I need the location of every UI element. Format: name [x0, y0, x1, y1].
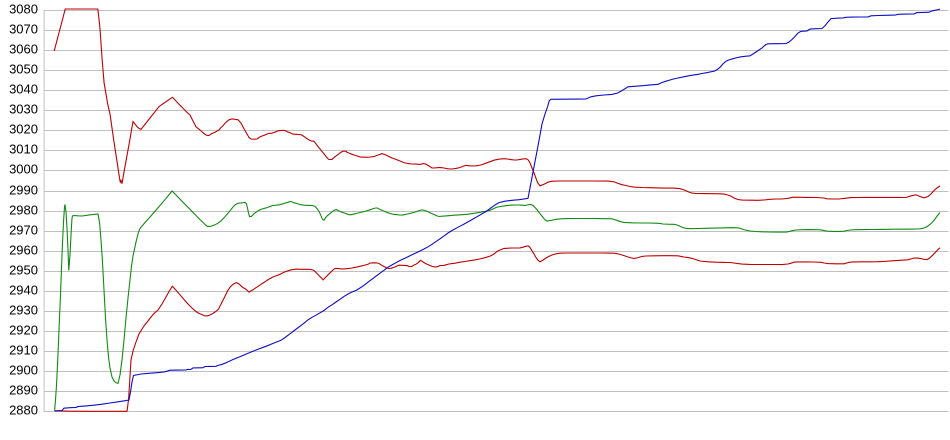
svg-text:3060: 3060 — [9, 41, 38, 56]
svg-text:3010: 3010 — [9, 141, 38, 156]
svg-text:3020: 3020 — [9, 121, 38, 136]
svg-text:2970: 2970 — [9, 222, 38, 237]
svg-text:3040: 3040 — [9, 81, 38, 96]
svg-text:2900: 2900 — [9, 362, 38, 377]
svg-text:3050: 3050 — [9, 61, 38, 76]
svg-text:2910: 2910 — [9, 342, 38, 357]
svg-text:2990: 2990 — [9, 182, 38, 197]
svg-text:2890: 2890 — [9, 382, 38, 397]
svg-text:2940: 2940 — [9, 282, 38, 297]
svg-text:2920: 2920 — [9, 322, 38, 337]
svg-text:2960: 2960 — [9, 242, 38, 257]
svg-text:3000: 3000 — [9, 161, 38, 176]
svg-text:3030: 3030 — [9, 101, 38, 116]
svg-text:2880: 2880 — [9, 402, 38, 417]
svg-text:3080: 3080 — [9, 1, 38, 16]
svg-text:2930: 2930 — [9, 302, 38, 317]
svg-text:2950: 2950 — [9, 262, 38, 277]
svg-text:3070: 3070 — [9, 21, 38, 36]
svg-text:2980: 2980 — [9, 202, 38, 217]
